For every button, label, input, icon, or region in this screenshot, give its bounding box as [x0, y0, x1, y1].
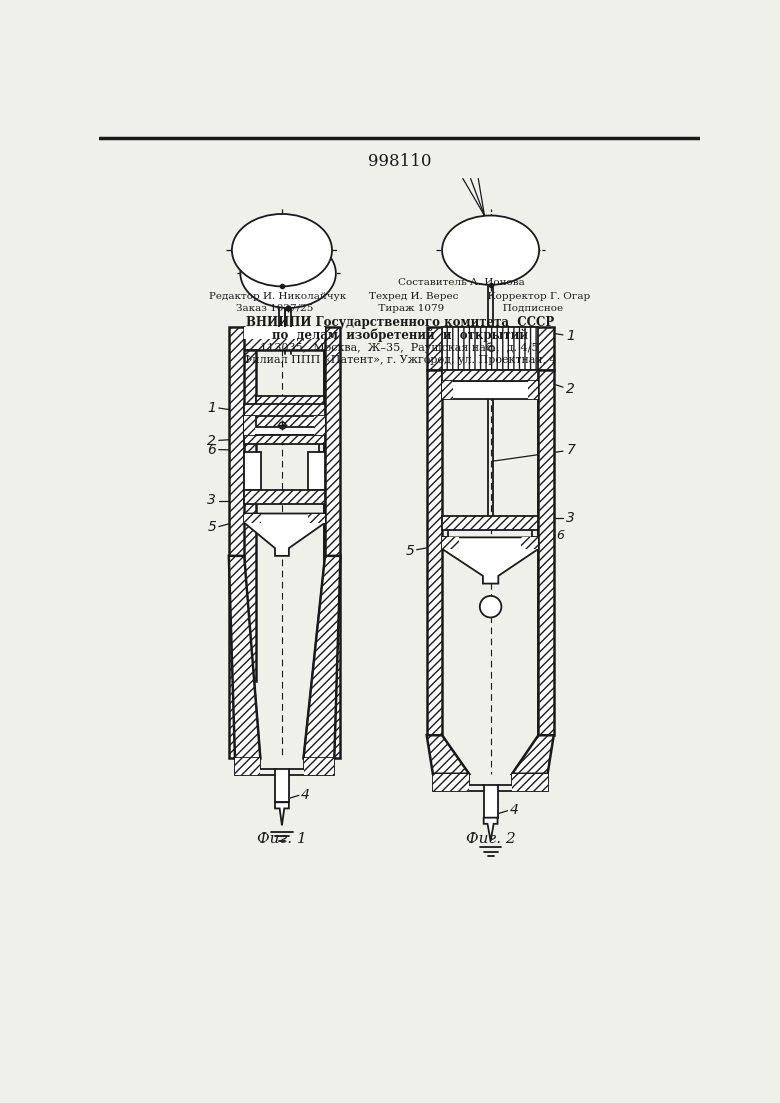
Polygon shape	[484, 817, 498, 840]
Polygon shape	[442, 537, 538, 583]
Text: 7: 7	[566, 442, 575, 457]
Polygon shape	[244, 514, 325, 556]
Bar	[242, 335, 339, 351]
Bar	[303, 759, 335, 775]
Text: ВНИИПИ Государственного комитета  СССР: ВНИИПИ Государственного комитета СССР	[246, 317, 554, 329]
Text: Филиал ППП «Патент», г. Ужгород, ул. Проектная, 4: Филиал ППП «Патент», г. Ужгород, ул. Про…	[243, 354, 557, 364]
Text: 3: 3	[566, 511, 575, 525]
Text: Заказ 1027/25                    Тираж 1079                  Подписное: Заказ 1027/25 Тираж 1079 Подписное	[236, 304, 563, 313]
Text: 4: 4	[509, 803, 518, 817]
Bar	[538, 370, 554, 736]
Ellipse shape	[442, 215, 539, 285]
Bar	[244, 416, 255, 435]
Text: Редактор И. Николайчук       Техред И. Верес         Корректор Г. Огар: Редактор И. Николайчук Техред И. Верес К…	[209, 292, 590, 301]
Text: 2: 2	[207, 435, 216, 448]
Bar	[442, 328, 538, 370]
Polygon shape	[512, 736, 554, 774]
Bar	[244, 328, 325, 339]
Polygon shape	[275, 802, 289, 825]
Bar	[433, 774, 469, 791]
Text: 5: 5	[406, 544, 414, 558]
Bar	[512, 774, 548, 791]
Bar	[244, 452, 261, 491]
Text: 6: 6	[207, 442, 216, 457]
Bar	[442, 381, 538, 399]
Bar	[325, 328, 340, 759]
Bar	[427, 328, 554, 370]
Bar	[244, 404, 325, 416]
Bar	[229, 328, 244, 759]
Bar	[527, 381, 538, 399]
Bar	[244, 435, 325, 445]
Text: 6: 6	[556, 528, 564, 542]
Polygon shape	[427, 736, 469, 774]
Bar	[442, 370, 538, 381]
Polygon shape	[303, 556, 340, 759]
Bar	[314, 416, 325, 435]
Bar	[244, 491, 325, 504]
Bar	[244, 514, 261, 523]
Text: 2: 2	[566, 382, 575, 396]
Bar	[308, 452, 325, 491]
Text: 4: 4	[300, 788, 310, 802]
Bar	[242, 351, 256, 682]
Polygon shape	[229, 556, 261, 759]
Bar	[308, 514, 325, 523]
Ellipse shape	[240, 238, 336, 308]
Bar	[244, 416, 325, 435]
Bar	[521, 537, 538, 549]
Ellipse shape	[480, 596, 502, 618]
Bar	[235, 759, 261, 775]
Text: 1: 1	[566, 330, 575, 343]
Bar	[256, 411, 324, 427]
Text: 113035,  Москва,  Ж–35,  Раушская наб.,  д. 4/5: 113035, Москва, Ж–35, Раушская наб., д. …	[261, 342, 539, 353]
Text: Составитель А. Ионова: Составитель А. Ионова	[398, 278, 525, 287]
Text: 998110: 998110	[368, 153, 431, 170]
Bar	[484, 784, 498, 817]
Bar	[427, 370, 442, 736]
Bar	[256, 396, 324, 411]
Bar	[442, 516, 538, 529]
Bar	[442, 537, 459, 549]
Text: по  делам  изобретений  и  открытий: по делам изобретений и открытий	[271, 328, 528, 342]
Bar	[275, 769, 289, 802]
Text: Фиг. 1: Фиг. 1	[257, 833, 307, 846]
Text: 5: 5	[207, 521, 216, 534]
Text: 1: 1	[207, 401, 216, 415]
Text: 3: 3	[207, 493, 216, 507]
Bar	[324, 351, 339, 682]
Ellipse shape	[232, 214, 332, 287]
Bar	[442, 381, 453, 399]
Text: Фиг. 2: Фиг. 2	[466, 833, 516, 846]
